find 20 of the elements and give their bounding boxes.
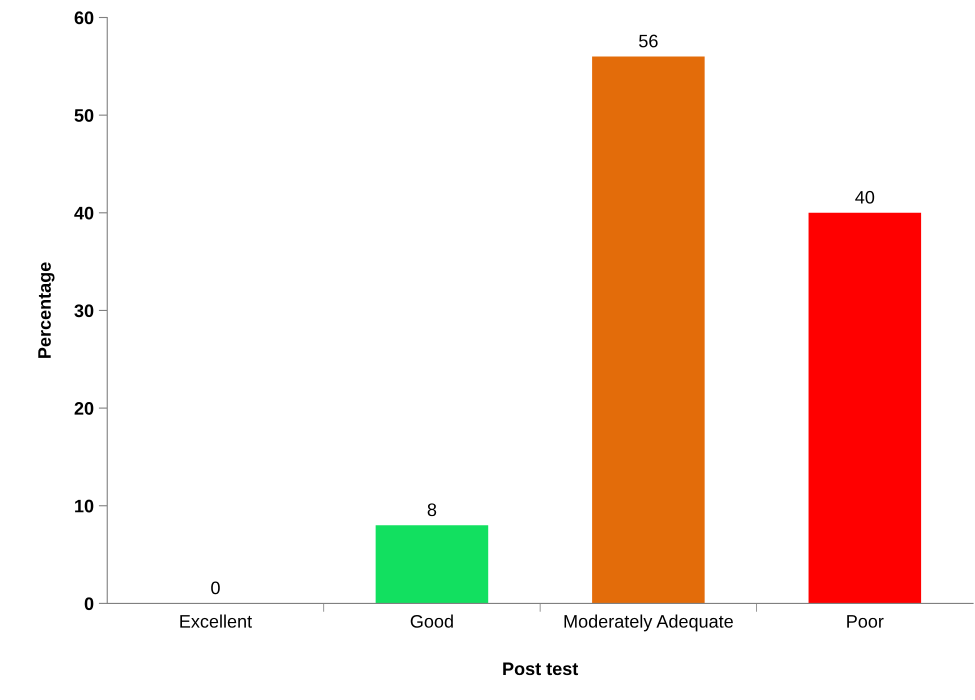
bar [592,56,705,604]
y-tick-label: 30 [74,304,94,318]
bar [376,525,488,604]
y-axis-title: Percentage [38,262,55,358]
y-tick-label: 20 [74,402,94,415]
y-tick-label: 10 [75,500,94,512]
y-tick-label: 40 [74,206,94,220]
data-label: 56 [639,34,658,48]
y-tick-label: 50 [74,109,94,122]
data-label: 8 [428,503,436,516]
y-tick-label: 60 [74,11,94,24]
x-tick-label: Excellent [180,614,252,628]
data-label: 0 [211,581,220,594]
bar [808,212,922,604]
x-axis-title: Post test [503,662,578,676]
y-tick-label: 0 [84,597,94,610]
data-label: 40 [855,190,874,204]
x-tick-label: Poor [847,615,884,628]
x-tick-label: Good [410,614,453,628]
x-tick-label: Moderately Adequate [564,614,733,632]
